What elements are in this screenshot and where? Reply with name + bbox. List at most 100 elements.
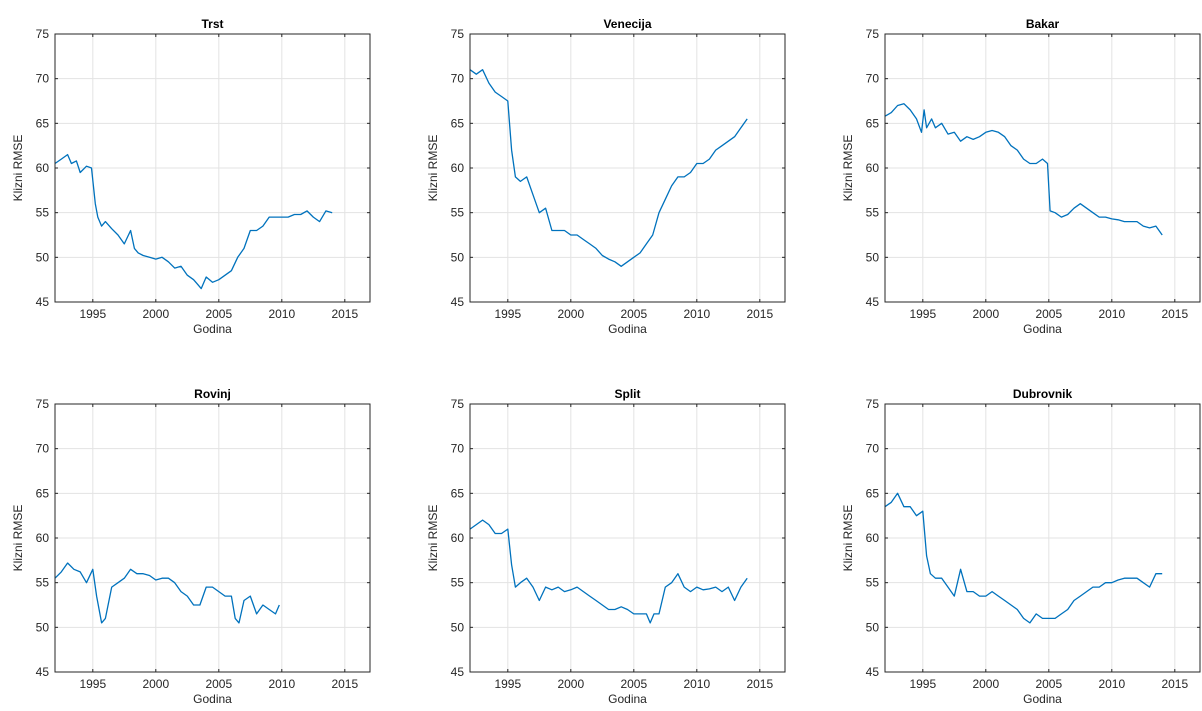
series-line — [884, 103, 1163, 236]
x-tick-label: 2000 — [972, 677, 999, 691]
y-tick-label: 75 — [866, 27, 880, 41]
x-tick-label: 2010 — [268, 677, 295, 691]
y-tick-label: 65 — [451, 116, 465, 130]
series-line — [469, 69, 748, 267]
y-tick-label: 75 — [451, 397, 465, 411]
y-tick-label: 65 — [451, 486, 465, 500]
series-line — [54, 562, 280, 624]
x-axis-label: Godina — [193, 322, 232, 336]
y-tick-label: 70 — [36, 442, 50, 456]
x-tick-label: 2015 — [331, 307, 358, 321]
x-tick-label: 2015 — [746, 307, 773, 321]
y-tick-label: 75 — [36, 397, 50, 411]
x-axis-label: Godina — [608, 692, 647, 706]
panel-rovinj: 1995 2000 2005 2010 2015 45 50 55 60 65 70 75 Rovinj… — [11, 387, 371, 706]
x-tick-label: 2010 — [268, 307, 295, 321]
x-tick-label: 1995 — [909, 307, 936, 321]
y-tick-label: 50 — [451, 620, 465, 634]
x-axis-label: Godina — [1023, 692, 1062, 706]
y-tick-label: 75 — [36, 27, 50, 41]
y-tick-label: 50 — [36, 620, 50, 634]
y-tick-label: 50 — [866, 620, 880, 634]
x-tick-label: 2000 — [557, 677, 584, 691]
x-tick-label: 2010 — [1098, 677, 1125, 691]
y-tick-label: 45 — [36, 295, 50, 309]
y-axis-label: Klizni RMSE — [11, 505, 25, 572]
y-tick-label: 45 — [36, 665, 50, 679]
panel-trst: 1995 2000 2005 2010 2015 45 50 55 60 65 70 75 Trst Go… — [11, 17, 371, 336]
x-tick-label: 1995 — [79, 677, 106, 691]
x-tick-label: 1995 — [494, 307, 521, 321]
y-tick-label: 70 — [451, 72, 465, 86]
y-tick-label: 55 — [451, 206, 465, 220]
x-axis-label: Godina — [1023, 322, 1062, 336]
x-axis-label: Godina — [608, 322, 647, 336]
y-tick-label: 65 — [36, 116, 50, 130]
y-tick-label: 55 — [36, 576, 50, 590]
x-tick-label: 2005 — [1035, 307, 1062, 321]
y-axis-label: Klizni RMSE — [426, 135, 440, 202]
x-tick-label: 1995 — [79, 307, 106, 321]
panel-title: Venecija — [603, 17, 651, 31]
panel-split: 1995 2000 2005 2010 2015 45 50 55 60 65 70 75 Split G… — [426, 387, 786, 706]
x-tick-label: 2000 — [142, 307, 169, 321]
y-tick-label: 75 — [451, 27, 465, 41]
y-tick-label: 55 — [866, 206, 880, 220]
y-axis-label: Klizni RMSE — [426, 505, 440, 572]
series-line — [54, 153, 333, 290]
y-tick-label: 55 — [451, 576, 465, 590]
x-tick-label: 2010 — [1098, 307, 1125, 321]
y-tick-label: 50 — [451, 250, 465, 264]
panel-bakar: 1995 2000 2005 2010 2015 45 50 55 60 65 70 75 Bakar G… — [841, 17, 1201, 336]
y-tick-label: 65 — [866, 116, 880, 130]
x-axis-label: Godina — [193, 692, 232, 706]
x-tick-label: 1995 — [494, 677, 521, 691]
y-tick-label: 70 — [866, 72, 880, 86]
series-line — [469, 519, 748, 624]
x-tick-label: 2010 — [683, 307, 710, 321]
panel-dubrovnik: 1995 2000 2005 2010 2015 45 50 55 60 65 70 75 Dubrov… — [841, 387, 1201, 706]
y-tick-label: 70 — [451, 442, 465, 456]
x-tick-label: 2005 — [205, 307, 232, 321]
panel-title: Trst — [201, 17, 223, 31]
x-tick-label: 2000 — [972, 307, 999, 321]
y-tick-label: 55 — [36, 206, 50, 220]
y-tick-label: 65 — [36, 486, 50, 500]
y-tick-label: 55 — [866, 576, 880, 590]
y-axis-label: Klizni RMSE — [841, 135, 855, 202]
y-tick-label: 60 — [451, 531, 465, 545]
y-tick-label: 50 — [866, 250, 880, 264]
y-axis-label: Klizni RMSE — [11, 135, 25, 202]
x-tick-label: 2015 — [746, 677, 773, 691]
y-tick-label: 45 — [451, 665, 465, 679]
panel-title: Rovinj — [194, 387, 231, 401]
x-tick-label: 2015 — [331, 677, 358, 691]
series-line — [884, 492, 1163, 624]
x-tick-label: 1995 — [909, 677, 936, 691]
y-tick-label: 70 — [866, 442, 880, 456]
y-tick-label: 45 — [866, 665, 880, 679]
x-tick-label: 2005 — [620, 677, 647, 691]
y-tick-label: 50 — [36, 250, 50, 264]
panel-title: Split — [615, 387, 641, 401]
x-tick-label: 2010 — [683, 677, 710, 691]
x-tick-label: 2000 — [142, 677, 169, 691]
panel-title: Bakar — [1026, 17, 1060, 31]
x-tick-label: 2015 — [1161, 307, 1188, 321]
panel-title: Dubrovnik — [1013, 387, 1073, 401]
x-tick-label: 2000 — [557, 307, 584, 321]
y-tick-label: 65 — [866, 486, 880, 500]
y-tick-label: 45 — [866, 295, 880, 309]
x-tick-label: 2005 — [1035, 677, 1062, 691]
y-tick-label: 60 — [36, 161, 50, 175]
x-tick-label: 2005 — [205, 677, 232, 691]
y-tick-label: 45 — [451, 295, 465, 309]
y-tick-label: 60 — [866, 531, 880, 545]
panel-venecija: 1995 2000 2005 2010 2015 45 50 55 60 65 70 75 Veneci… — [426, 17, 786, 336]
x-tick-label: 2015 — [1161, 677, 1188, 691]
y-tick-label: 60 — [36, 531, 50, 545]
y-tick-label: 75 — [866, 397, 880, 411]
y-tick-label: 60 — [866, 161, 880, 175]
x-tick-label: 2005 — [620, 307, 647, 321]
